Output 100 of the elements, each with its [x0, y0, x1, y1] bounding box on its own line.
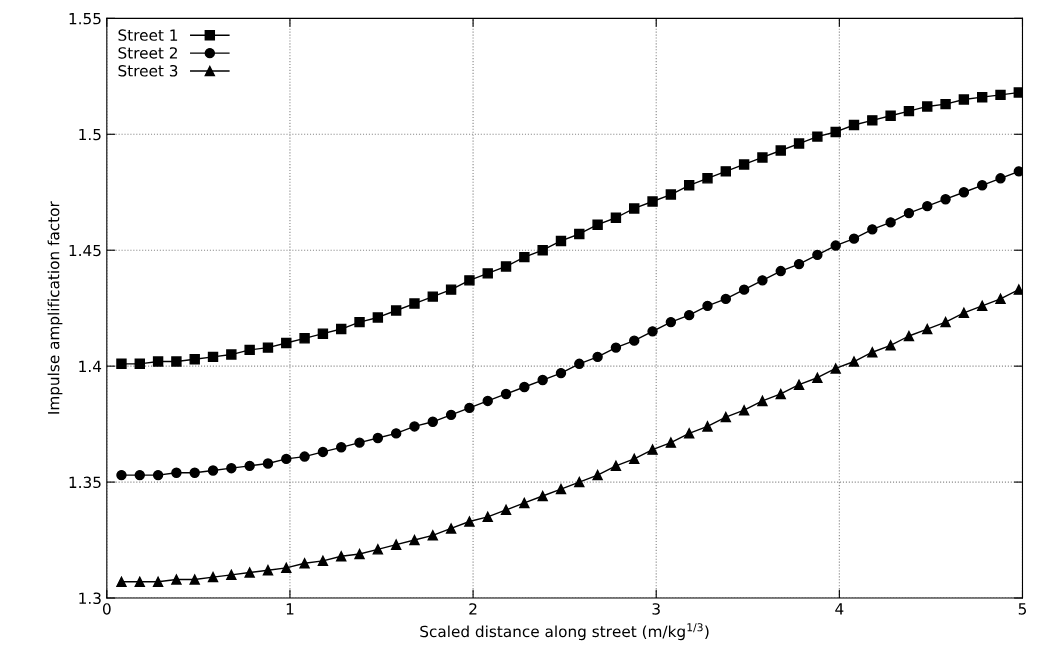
point: [482, 395, 493, 407]
point: [409, 534, 420, 546]
point: [958, 187, 970, 198]
y-tick-label: 1.4: [79, 360, 102, 372]
x-tick-label: 0: [102, 603, 111, 615]
point: [647, 444, 658, 455]
point: [812, 372, 823, 383]
point: [464, 402, 475, 414]
point: [152, 356, 164, 367]
point: [409, 298, 420, 309]
point: [390, 428, 402, 439]
y-tick-label: 1.35: [69, 476, 101, 489]
point: [171, 574, 182, 585]
y-tick-label: 1.3: [79, 592, 101, 605]
point: [775, 265, 786, 277]
point: [152, 469, 164, 481]
point: [171, 467, 182, 479]
point: [317, 446, 329, 458]
point: [683, 428, 695, 439]
point: [848, 233, 860, 244]
point: [830, 240, 841, 251]
point: [629, 453, 640, 465]
x-tick-label: 1: [286, 603, 294, 615]
point: [390, 539, 402, 550]
point: [995, 89, 1006, 101]
point: [592, 351, 603, 363]
point: [995, 293, 1006, 305]
point: [537, 245, 548, 256]
point: [812, 131, 823, 142]
point: [116, 469, 127, 481]
point: [647, 196, 658, 207]
point: [354, 316, 365, 328]
y-tick-label: 1.45: [69, 244, 101, 257]
point: [372, 312, 384, 323]
point: [281, 337, 292, 349]
point: [500, 388, 512, 400]
point: [500, 504, 512, 516]
legend-label: Street 1: [118, 29, 178, 41]
point: [940, 98, 951, 110]
point: [189, 574, 200, 585]
point: [610, 212, 622, 223]
point: [683, 309, 695, 321]
point: [116, 358, 127, 370]
point: [592, 219, 603, 230]
point: [976, 91, 988, 103]
point: [757, 395, 768, 407]
point: [244, 567, 255, 578]
point: [793, 258, 805, 270]
point: [812, 249, 823, 261]
point: [226, 349, 237, 360]
point: [372, 544, 384, 555]
point: [940, 193, 951, 205]
point: [555, 367, 567, 379]
point: [867, 347, 878, 358]
point: [793, 379, 805, 390]
point: [574, 228, 585, 240]
point: [244, 344, 255, 356]
point: [244, 460, 255, 472]
point: [299, 558, 310, 569]
point: [427, 291, 438, 302]
point: [519, 497, 530, 509]
point: [317, 555, 329, 567]
point: [958, 94, 970, 105]
point: [976, 180, 988, 191]
point: [427, 530, 438, 541]
point: [574, 358, 585, 370]
point: [940, 316, 951, 328]
point: [592, 469, 603, 481]
point: [702, 173, 713, 184]
x-tick-label: 3: [652, 603, 660, 615]
x-tick-label: 4: [835, 603, 844, 615]
point: [445, 284, 457, 295]
point: [189, 467, 200, 479]
point: [262, 458, 274, 469]
point: [427, 416, 438, 428]
point: [830, 363, 841, 374]
point: [281, 562, 292, 574]
point: [134, 469, 145, 481]
point: [647, 326, 658, 337]
point: [885, 340, 896, 351]
point: [354, 437, 365, 448]
point: [720, 411, 732, 423]
point: [738, 159, 750, 170]
y-tick-label: 1.5: [79, 128, 101, 141]
point: [922, 200, 933, 212]
point: [445, 409, 457, 421]
point: [500, 261, 512, 272]
point: [519, 381, 530, 393]
point: [152, 576, 164, 587]
point: [317, 328, 329, 339]
point: [555, 235, 567, 247]
point: [720, 166, 732, 177]
point: [207, 351, 219, 363]
point: [885, 110, 896, 121]
point: [134, 358, 145, 370]
point: [299, 451, 310, 462]
point: [336, 551, 347, 562]
point: [867, 224, 878, 235]
y-axis-title: Impulse amplification factor: [47, 201, 63, 414]
legend-label: Street 2: [118, 47, 177, 59]
